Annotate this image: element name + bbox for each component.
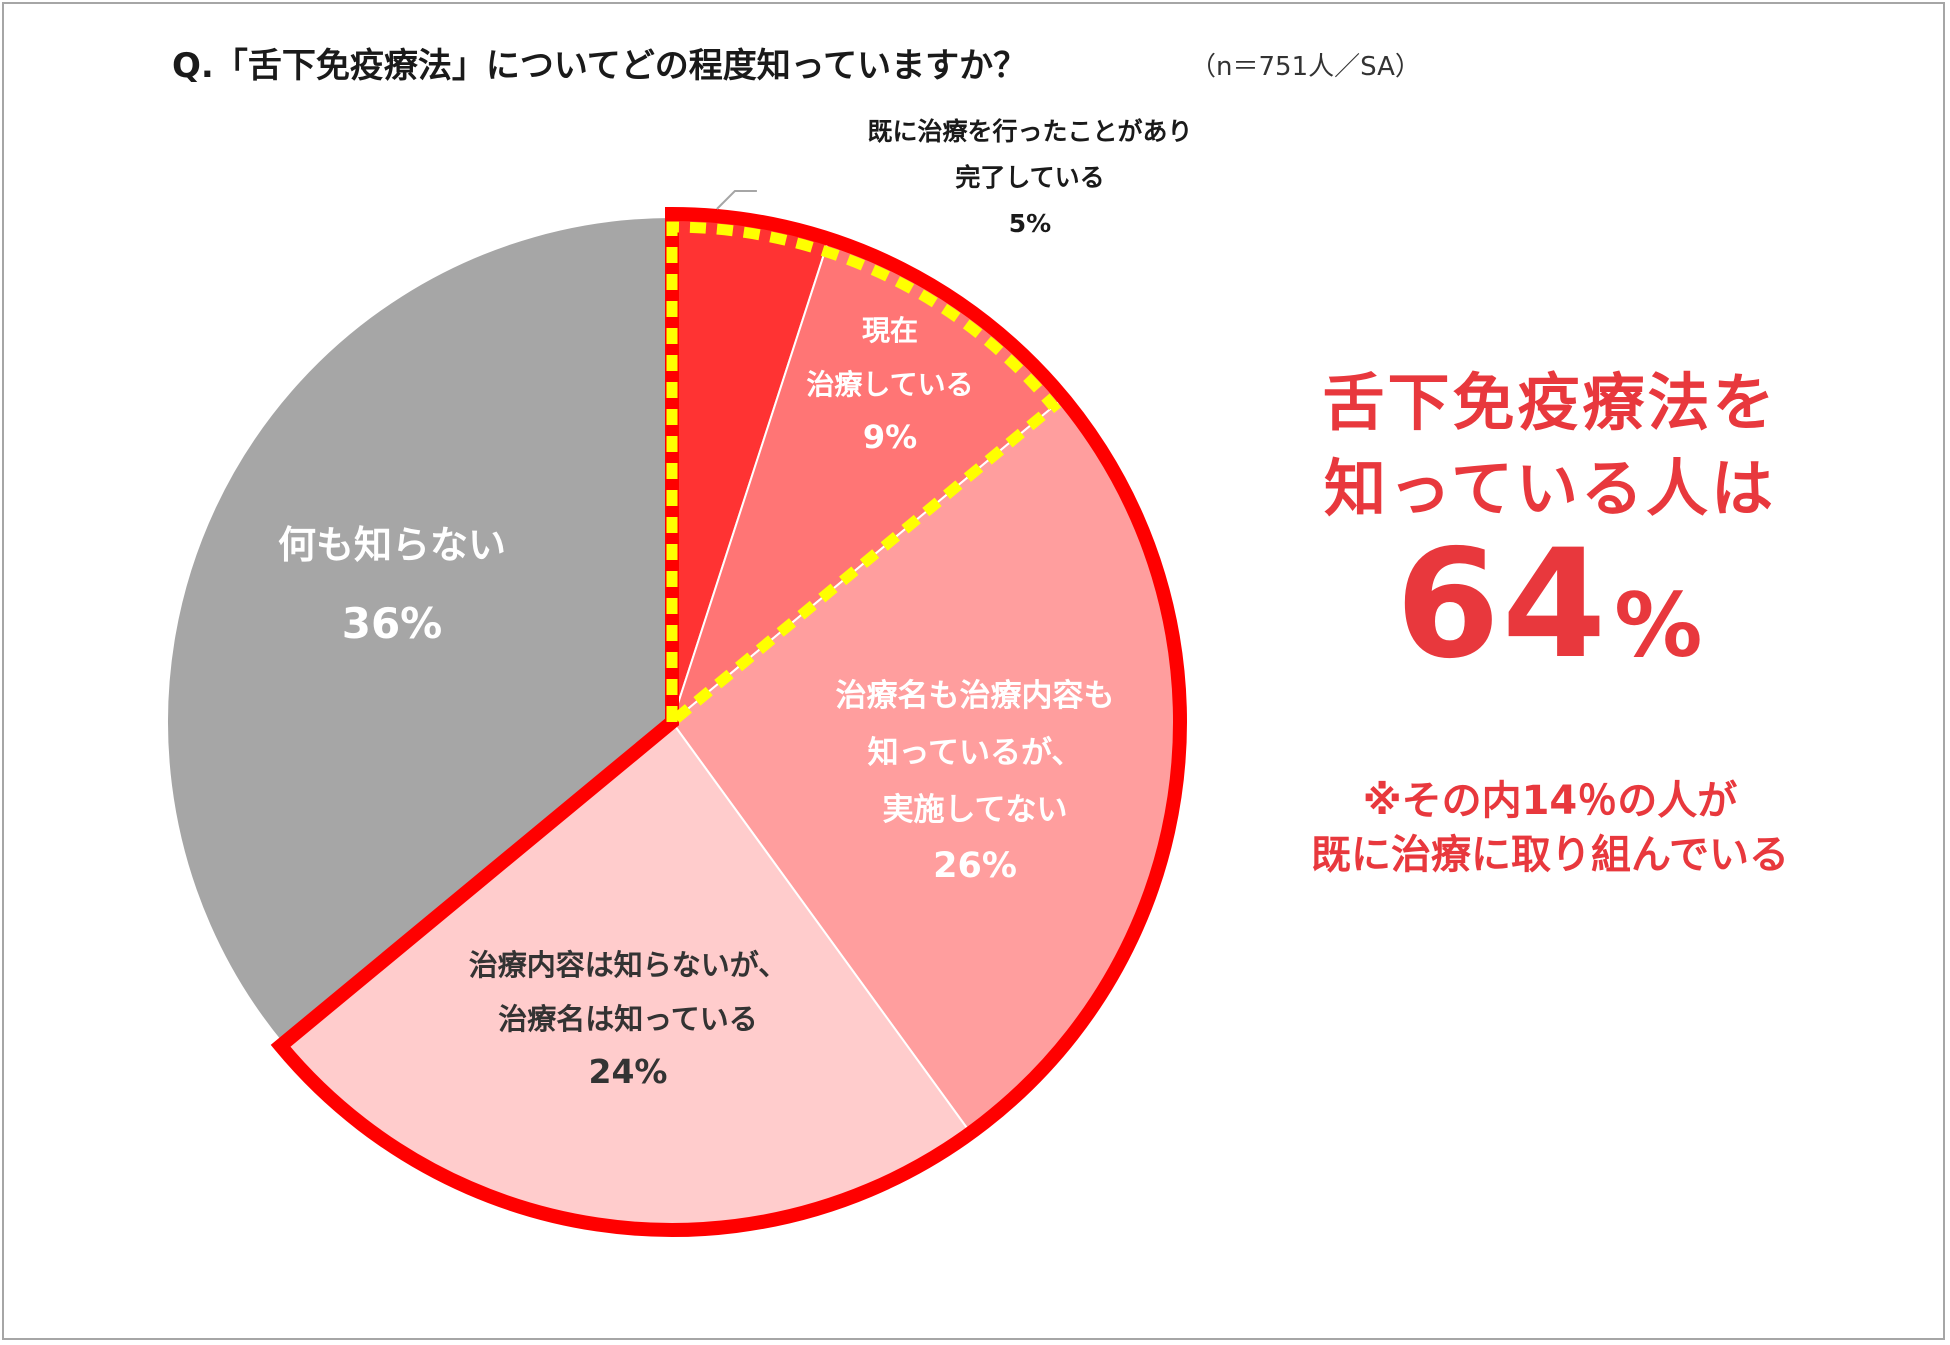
- slice-knows-both-label-line: 知っているが、: [868, 735, 1083, 771]
- slice-current-value-label: 9%: [863, 418, 917, 456]
- slice-knows-both-value-label: 26%: [933, 846, 1017, 886]
- slice-completed-value-label: 5%: [1009, 209, 1051, 238]
- callout-line-2: 知っている人は: [1324, 452, 1776, 525]
- callout-percent-sign: %: [1614, 574, 1705, 677]
- slice-knows-both-label-line: 実施してない: [882, 792, 1067, 828]
- slice-knows-nothing-label-line: 何も知らない: [278, 523, 506, 567]
- slice-knows-both-label-line: 治療名も治療内容も: [836, 678, 1115, 714]
- slice-knows-name-label-line: 治療名は知っている: [498, 1002, 758, 1036]
- slice-completed-label-line: 既に治療を行ったことがあり: [867, 117, 1192, 146]
- slice-current-label-line: 治療している: [806, 368, 973, 401]
- sample-size-note: （n＝751人／SA）: [1190, 52, 1421, 82]
- leader-line: [716, 190, 757, 210]
- slice-completed-label-line: 完了している: [955, 163, 1104, 192]
- slice-current-label-line: 現在: [862, 314, 918, 347]
- slice-knows-nothing: [166, 215, 673, 1046]
- slice-knows-name-label-line: 治療内容は知らないが、: [469, 948, 787, 982]
- slice-knows-name-value-label: 24%: [589, 1052, 668, 1091]
- slice-knows-nothing-value-label: 36%: [342, 599, 443, 648]
- callout-percent-value: 64: [1395, 518, 1609, 692]
- callout-note-2: 既に治療に取り組んでいる: [1311, 832, 1789, 878]
- highlight-outline-red: [270, 206, 1187, 1237]
- callout-line-1: 舌下免疫療法を: [1322, 366, 1778, 439]
- highlight-outline-yellow-dashed: [666, 221, 1062, 734]
- callout-note-1: ※その内14％の人が: [1362, 778, 1738, 824]
- chart-title: Q.「舌下免疫療法」についてどの程度知っていますか？: [172, 46, 1028, 86]
- callout-percent: 64%: [1300, 530, 1800, 680]
